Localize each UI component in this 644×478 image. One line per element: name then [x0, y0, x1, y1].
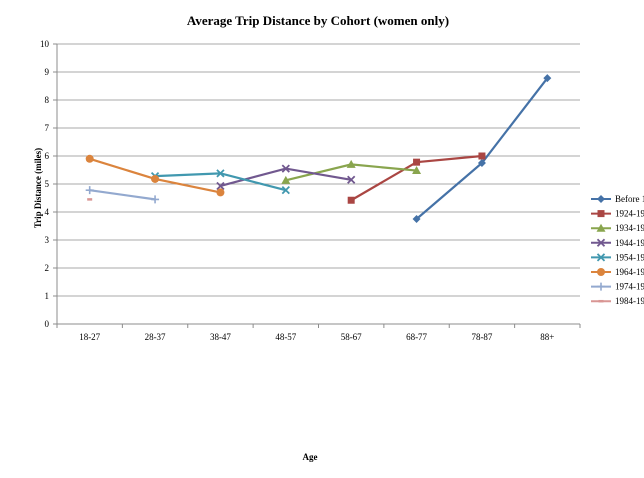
x-tick-label: 88+: [540, 332, 554, 342]
legend-item: 1924-1933: [591, 209, 644, 219]
data-point: [347, 196, 355, 204]
data-point: [596, 223, 606, 232]
x-tick-label: 78-87: [471, 332, 492, 342]
legend-item: 1954-1963: [591, 252, 644, 262]
series: [281, 159, 422, 184]
data-point: [346, 159, 356, 168]
x-tick-label: 28-37: [145, 332, 166, 342]
data-point: [151, 195, 160, 204]
data-point: [597, 210, 605, 218]
y-tick-label: 5: [45, 179, 50, 189]
data-point: [216, 188, 225, 197]
data-point: [281, 175, 291, 184]
y-tick-label: 6: [45, 151, 50, 161]
y-tick-label: 9: [45, 67, 50, 77]
y-tick-label: 3: [45, 235, 50, 245]
legend-label: 1984-1993: [615, 296, 644, 306]
x-tick-label: 68-77: [406, 332, 427, 342]
legend-label: 1974-1983: [615, 282, 644, 292]
data-point: [281, 164, 290, 173]
gridlines: [57, 43, 580, 297]
legend-label: 1944-1953: [615, 238, 644, 248]
data-point: [596, 238, 606, 247]
data-point: [85, 186, 94, 195]
series: [85, 186, 160, 204]
y-tick-label: 10: [40, 39, 50, 49]
legend: Before 1924 1924-1933 1934-1943 1944-1953 19…: [591, 194, 644, 306]
legend-item: 1934-1943: [591, 223, 644, 233]
data-point: [281, 186, 290, 195]
data-point: [347, 175, 356, 184]
chart-title: Average Trip Distance by Cohort (women o…: [187, 13, 449, 28]
data-point: [597, 282, 605, 291]
data-point: [216, 181, 225, 191]
series: [85, 154, 225, 197]
legend-label: 1934-1943: [615, 223, 644, 233]
y-tick-label: 7: [45, 123, 50, 133]
series: [347, 152, 486, 204]
y-axis-title: Trip Distance (miles): [33, 148, 43, 228]
y-tick-label: 0: [45, 319, 50, 329]
legend-item: Before 1924: [591, 194, 644, 204]
data-point: [151, 174, 160, 183]
x-tick-label: 38-47: [210, 332, 231, 342]
legend-item: 1974-1983: [591, 282, 644, 292]
series: [412, 74, 552, 223]
axes: 0 1 2 3 4 5 6 7 8 9 10 18-27 28-37 38-47 48-57 58-67 68-…: [40, 39, 581, 342]
y-tick-label: 1: [45, 291, 50, 301]
legend-label: 1954-1963: [615, 252, 644, 262]
y-tick-label: 4: [45, 207, 50, 217]
series: [216, 164, 356, 191]
data-point: [596, 253, 606, 262]
data-point: [543, 74, 552, 83]
legend-label: Before 1924: [615, 194, 644, 204]
data-point: [412, 166, 422, 175]
y-tick-label: 2: [45, 263, 50, 273]
x-tick-label: 48-57: [275, 332, 296, 342]
data-point: [413, 158, 421, 166]
data-point: [216, 169, 225, 178]
legend-label: 1964-1973: [615, 267, 644, 277]
y-tick-label: 8: [45, 95, 50, 105]
series-group: [85, 74, 552, 223]
legend-item: 1964-1973: [591, 267, 644, 277]
data-point: [477, 159, 486, 167]
series-line: [89, 189, 156, 201]
x-tick-label: 18-27: [79, 332, 100, 342]
legend-label: 1924-1933: [615, 209, 644, 219]
x-axis-title: Age: [303, 452, 318, 462]
data-point: [412, 215, 421, 223]
data-point: [478, 152, 486, 160]
x-tick-label: 58-67: [341, 332, 362, 342]
data-point: [597, 195, 605, 203]
legend-item: 1944-1953: [591, 238, 644, 248]
data-point: [85, 154, 94, 163]
legend-item: 1984-1993: [591, 296, 644, 306]
data-point: [597, 268, 605, 276]
